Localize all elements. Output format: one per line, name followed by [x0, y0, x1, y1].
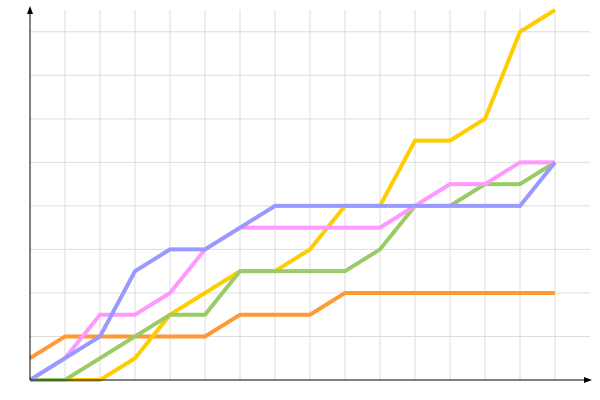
grid [29, 10, 590, 380]
series-line-2 [30, 8, 557, 382]
x-axis-arrow-icon [584, 377, 592, 383]
axes [27, 6, 592, 383]
series-line-5 [28, 161, 557, 382]
series-line-4 [28, 160, 555, 382]
series-group [28, 8, 557, 382]
series-line-1 [28, 290, 555, 360]
y-axis-arrow-icon [27, 6, 33, 14]
series-line-3 [30, 160, 557, 382]
